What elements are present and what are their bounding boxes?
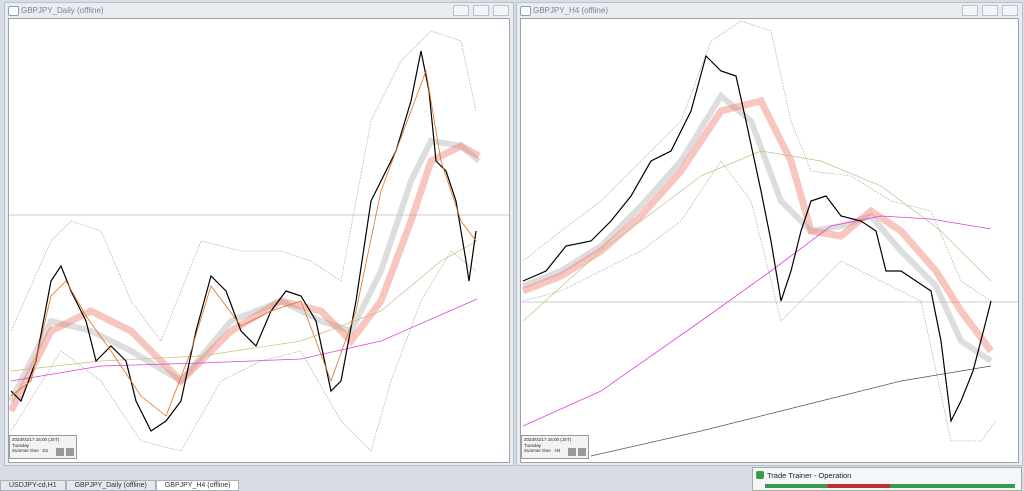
price-chart (520, 18, 1019, 463)
trade-trainer-window[interactable]: Trade Trainer - Operation (752, 467, 1022, 491)
info-datetime: 2023/01/17 16:00 (JST) (524, 437, 572, 442)
trade-trainer-title: Trade Trainer - Operation (767, 471, 852, 480)
app-icon (756, 471, 764, 479)
tab[interactable]: GBPJPY_H4 (offline) (155, 480, 240, 491)
chart-window[interactable]: GBPJPY_H4 (offline) 2023/01/17 16:00 (JS… (516, 2, 1023, 466)
window-title: GBPJPY_H4 (offline) (533, 5, 608, 15)
info-weekday: Tuesday (12, 442, 30, 448)
tab[interactable]: USDJPY-cd,H1 (0, 480, 66, 491)
tab-bar: USDJPY-cd,H1 GBPJPY_Daily (offline) GBPJ… (0, 480, 240, 491)
chart-window[interactable]: GBPJPY_Daily (offline) 2023/01/17 16:00 … (4, 2, 514, 466)
title-bar: GBPJPY_H4 (offline) (517, 3, 1022, 17)
window-controls[interactable] (962, 5, 1018, 16)
info-season-text: Summer time (524, 448, 551, 453)
info-season-text: Summer time (12, 448, 39, 453)
price-chart (8, 18, 510, 463)
tab[interactable]: GBPJPY_Daily (offline) (65, 480, 156, 491)
info-weekday: Tuesday (524, 442, 542, 448)
info-box: 2023/01/17 16:00 (JST) Tuesday Summer ti… (521, 435, 589, 459)
next-button[interactable] (578, 448, 586, 456)
title-bar: GBPJPY_Daily (offline) (5, 3, 513, 17)
info-timeframe: D1 (42, 448, 49, 453)
info-box: 2023/01/17 16:00 (JST) Tuesday Summer ti… (9, 435, 77, 459)
button-strip[interactable] (765, 484, 1015, 488)
info-season: Summer time H4 (524, 448, 586, 454)
prev-button[interactable] (56, 448, 64, 456)
prev-button[interactable] (568, 448, 576, 456)
info-timeframe: H4 (554, 448, 561, 453)
info-season: Summer time D1 (12, 448, 74, 454)
info-datetime: 2023/01/17 16:00 (JST) (12, 437, 60, 442)
window-controls[interactable] (453, 5, 509, 16)
window-title: GBPJPY_Daily (offline) (21, 5, 104, 15)
next-button[interactable] (66, 448, 74, 456)
